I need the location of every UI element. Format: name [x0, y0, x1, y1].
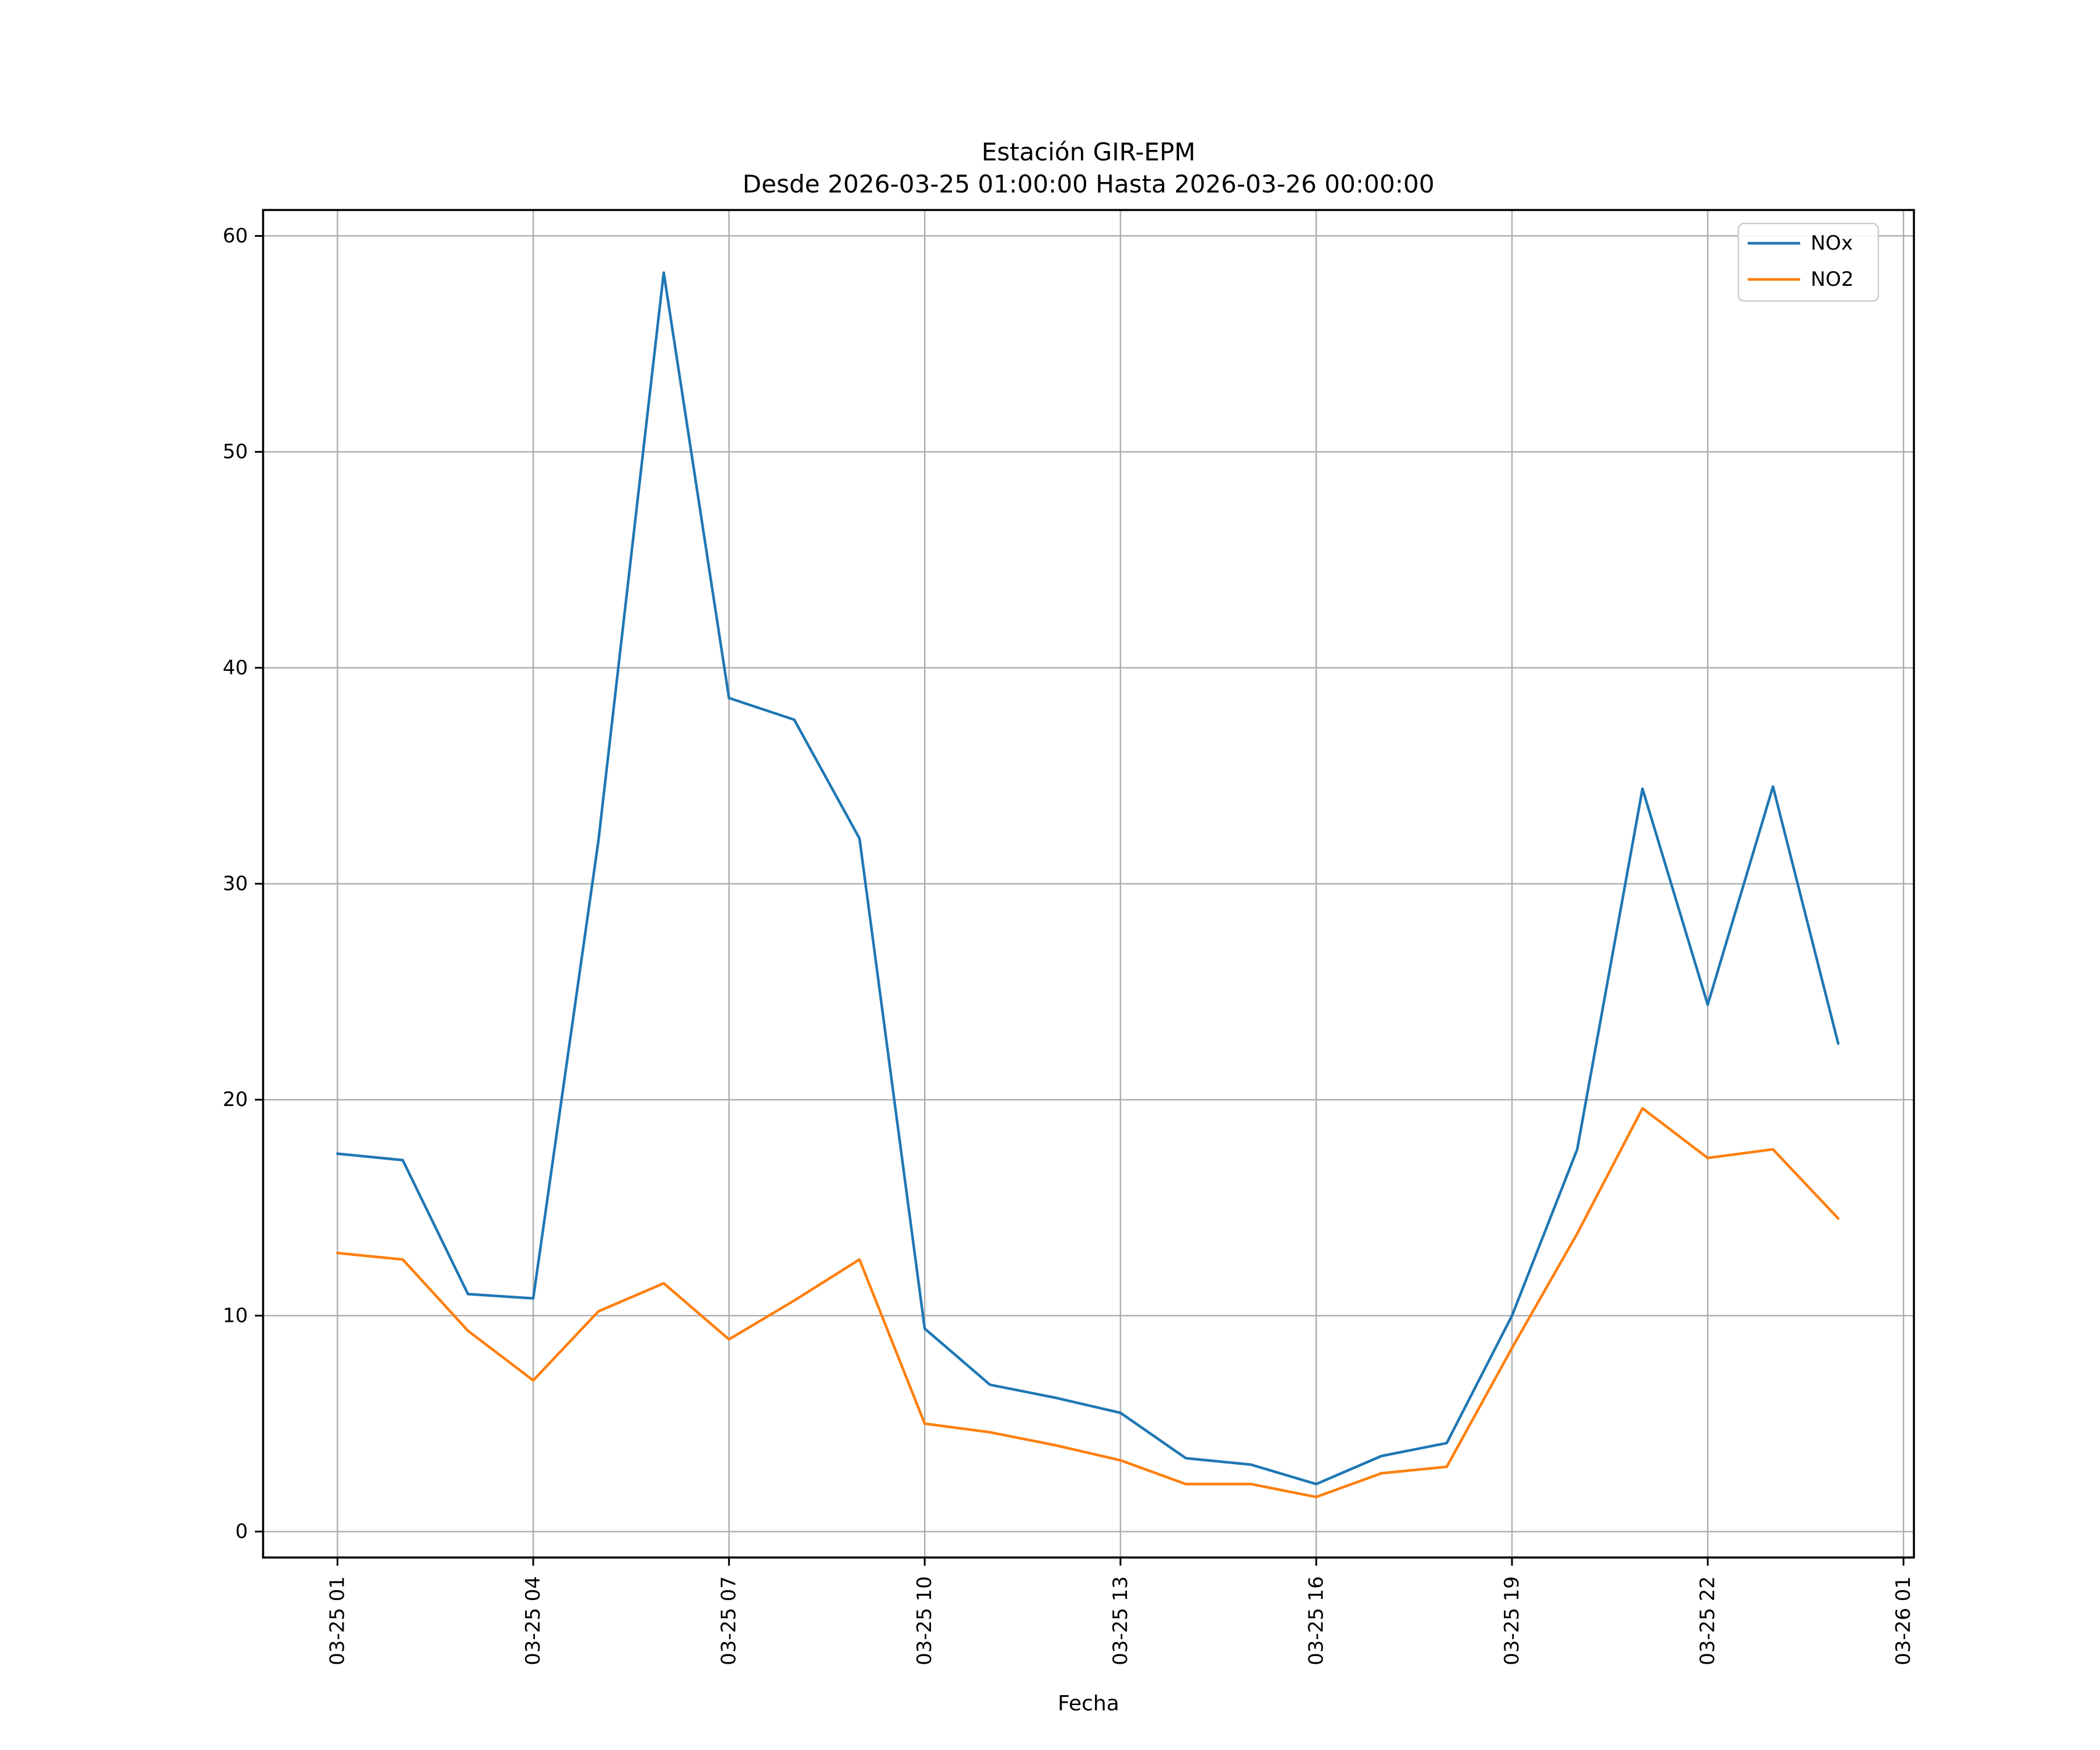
- x-tick-label: 03-26 01: [1892, 1576, 1915, 1665]
- x-tick-label: 03-25 07: [718, 1576, 741, 1665]
- legend: NOx NO2: [1737, 222, 1880, 302]
- x-tick-label: 03-25 19: [1500, 1576, 1524, 1665]
- legend-label-nox: NOx: [1811, 232, 1853, 255]
- x-axis-label: Fecha: [1058, 1692, 1119, 1716]
- y-tick-label: 0: [235, 1520, 248, 1544]
- nox-series-line: [336, 271, 1840, 1486]
- gridlines: [263, 210, 1914, 1558]
- x-tick-label: 03-25 22: [1696, 1576, 1720, 1665]
- x-axis: 03-25 01 03-25 04 03-25 07 03-25 10 03-25 13…: [326, 1558, 1915, 1665]
- x-tick-label: 03-25 10: [913, 1576, 936, 1665]
- y-tick-label: 60: [223, 224, 248, 247]
- y-axis: 0 10 20 30 40 50 60: [223, 224, 263, 1544]
- legend-label-no2: NO2: [1811, 268, 1854, 291]
- x-tick-label: 03-25 13: [1109, 1576, 1132, 1665]
- y-tick-label: 40: [223, 656, 248, 680]
- x-tick-label: 03-25 04: [522, 1576, 545, 1665]
- y-tick-label: 10: [223, 1304, 248, 1327]
- no2-series-line: [336, 1107, 1840, 1499]
- chart-subtitle: Desde 2026-03-25 01:00:00 Hasta 2026-03-…: [743, 170, 1434, 198]
- y-tick-label: 50: [223, 440, 248, 464]
- y-tick-label: 30: [223, 872, 248, 895]
- x-tick-label: 03-25 01: [326, 1576, 349, 1665]
- y-tick-label: 20: [223, 1088, 248, 1111]
- legend-box: [1737, 222, 1880, 302]
- chart-title: Estación GIR-EPM: [982, 138, 1196, 166]
- x-tick-label: 03-25 16: [1304, 1576, 1328, 1665]
